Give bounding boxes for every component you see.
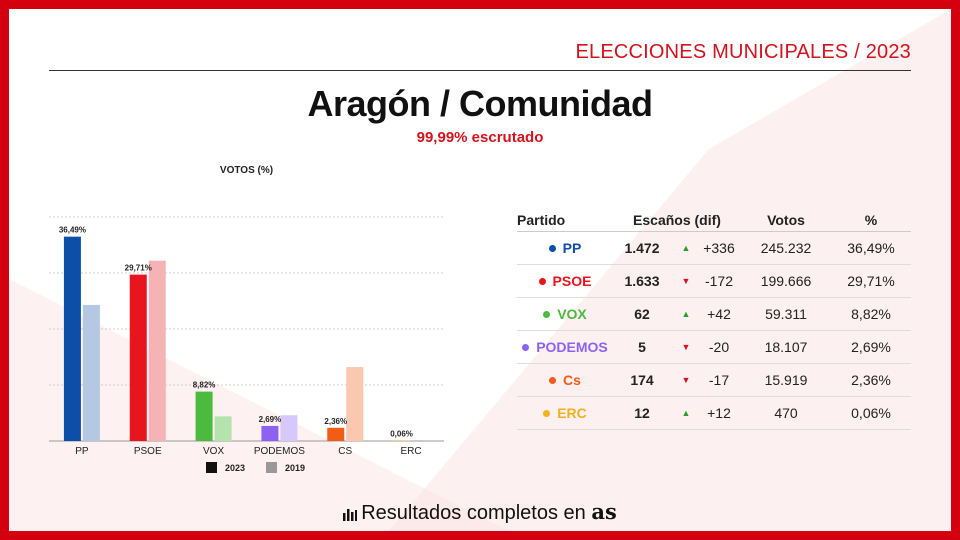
pct-cell: 8,82% [831,297,911,331]
bar-2019-podemos [280,415,298,441]
header-divider [49,70,911,71]
seats-cell: 62 [613,297,675,331]
table-row: VOX 62 ▲ +42 59.311 8,82% [517,297,911,331]
party-dot-icon [543,311,551,319]
results-table: Partido Escaños (dif) Votos % PP 1.472 ▲ +3… [517,209,911,430]
data-label: 36,49% [59,226,86,235]
header-party: Partido [517,209,613,232]
data-label: 8,82% [193,381,216,390]
seats-diff-cell: -20 [697,330,741,364]
bar-2023-psoe [129,274,147,441]
arrow-up-icon: ▲ [675,396,697,430]
counted-status: 99,99% escrutado [416,129,544,146]
party-dot-icon [548,245,556,253]
party-name: VOX [557,305,587,322]
data-label: 0,06% [390,430,413,439]
party-dot-icon [543,410,551,418]
legend-swatch [266,462,277,473]
votes-cell: 18.107 [741,330,831,364]
arrow-down-icon: ▼ [675,330,697,364]
table-row: PSOE 1.633 ▼ -172 199.666 29,71% [517,264,911,298]
bar-2019-psoe [148,260,166,441]
seats-cell: 12 [613,396,675,430]
x-tick-label: ERC [401,446,422,457]
footer-text: Resultados completos en [361,502,586,524]
header-pct: % [831,209,911,232]
bar-2023-podemos [261,425,279,441]
legend-label: 2019 [285,463,305,473]
chart-title: VOTOS (%) [219,165,274,176]
x-tick-label: VOX [203,446,224,457]
pct-cell: 36,49% [831,231,911,265]
header-seats: Escaños (dif) [613,209,741,232]
party-name: PSOE [552,272,592,289]
party-cell: VOX [517,297,613,331]
pct-cell: 2,36% [831,363,911,397]
votes-cell: 245.232 [741,231,831,265]
votes-cell: 15.919 [741,363,831,397]
party-cell: PP [517,231,613,265]
table-header-row: Partido Escaños (dif) Votos % [517,209,911,232]
legend-label: 2023 [225,463,245,473]
as-logo: as [591,499,617,524]
votes-cell: 199.666 [741,264,831,298]
party-dot-icon [522,344,530,352]
x-tick-label: PODEMOS [254,446,305,457]
party-cell: PSOE [517,264,613,298]
bar-2023-pp [63,236,81,441]
party-cell: PODEMOS [517,330,613,364]
seats-diff-cell: +12 [697,396,741,430]
page-title: Aragón / Comunidad [307,83,654,124]
party-name: PODEMOS [536,338,608,355]
party-name: PP [562,239,582,256]
data-label: 29,71% [125,264,152,273]
bar-2023-vox [195,391,213,441]
infographic-card: ELECCIONES MUNICIPALES / 2023 Aragón / C… [9,9,951,531]
x-tick-label: CS [338,446,352,457]
seats-diff-cell: -172 [697,264,741,298]
arrow-down-icon: ▼ [675,264,697,298]
votes-cell: 470 [741,396,831,430]
party-dot-icon [538,278,546,286]
legend-swatch [206,462,217,473]
party-name: Cs [563,371,581,388]
party-cell: ERC [517,396,613,430]
data-label: 2,36% [324,417,347,426]
arrow-down-icon: ▼ [675,363,697,397]
seats-diff-cell: +42 [697,297,741,331]
party-name: ERC [557,404,587,421]
bar-2019-cs [346,367,364,441]
pct-cell: 2,69% [831,330,911,364]
party-dot-icon [549,377,557,385]
header-votes: Votos [741,209,831,232]
party-cell: Cs [517,363,613,397]
arrow-up-icon: ▲ [675,297,697,331]
bar-2023-cs [327,427,345,441]
pct-cell: 29,71% [831,264,911,298]
seats-cell: 174 [613,363,675,397]
footer-link[interactable]: Resultados completos en as [9,499,951,525]
table-row: PODEMOS 5 ▼ -20 18.107 2,69% [517,330,911,364]
x-tick-label: PP [75,446,89,457]
table-row: PP 1.472 ▲ +336 245.232 36,49% [517,231,911,265]
seats-cell: 5 [613,330,675,364]
pct-cell: 0,06% [831,396,911,430]
data-label: 2,69% [259,415,282,424]
x-tick-label: PSOE [134,446,162,457]
table-row: ERC 12 ▲ +12 470 0,06% [517,396,911,430]
votes-chart: VOTOS (%) 36,49% PP 29,71% PSOE 8,82% VOX 2,69… [49,159,449,489]
table-row: Cs 174 ▼ -17 15.919 2,36% [517,363,911,397]
seats-cell: 1.633 [613,264,675,298]
bar-chart-icon [343,508,358,521]
seats-diff-cell: -17 [697,363,741,397]
seats-diff-cell: +336 [697,231,741,265]
arrow-up-icon: ▲ [675,231,697,265]
bar-2019-pp [82,304,100,441]
votes-cell: 59.311 [741,297,831,331]
bar-2019-vox [214,416,232,441]
seats-cell: 1.472 [613,231,675,265]
election-label: ELECCIONES MUNICIPALES / 2023 [575,41,911,63]
votes-bar-chart: 36,49% PP 29,71% PSOE 8,82% VOX 2,69% PODEMOS 2,… [49,216,444,473]
